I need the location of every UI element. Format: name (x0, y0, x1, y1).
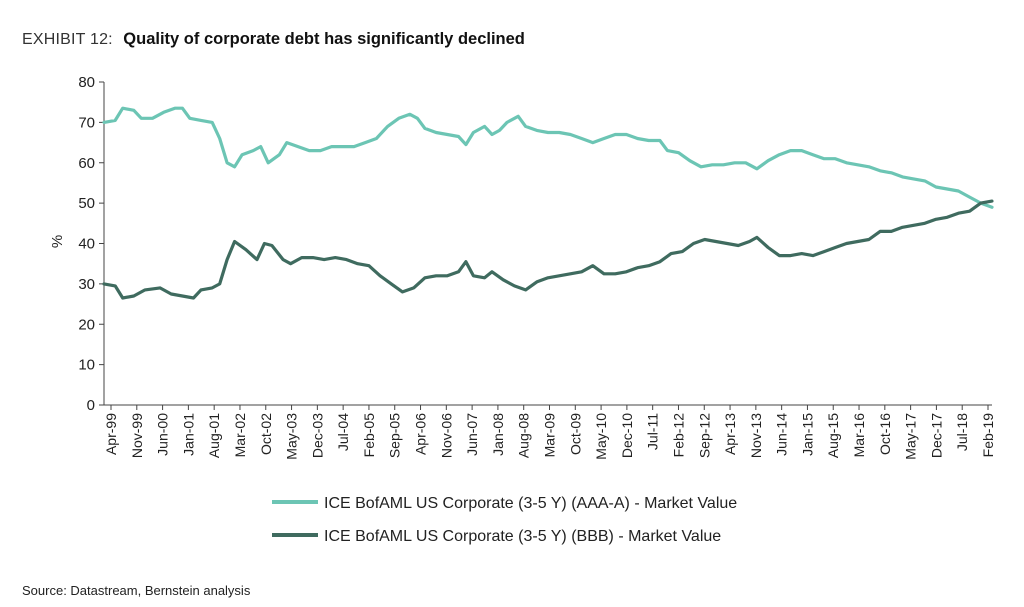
x-tick-label: Mar-02 (232, 413, 248, 458)
x-axis-ticks: Apr-99 Nov-99 Jun-00 Jan-01 Aug-01 Mar-02 Oct-… (103, 405, 996, 460)
series-layer (102, 106, 994, 300)
x-tick-label: Oct-16 (877, 413, 893, 455)
series-line-1 (102, 106, 994, 209)
x-tick-label: Jun-00 (155, 413, 171, 456)
legend-label-2: ICE BofAML US Corporate (3-5 Y) (BBB) - … (324, 528, 721, 545)
y-tick-label: 60 (78, 155, 95, 172)
y-tick-label: 0 (87, 397, 95, 414)
x-tick-label: Sep-05 (387, 413, 403, 458)
x-tick-label: Jan-01 (180, 413, 196, 456)
x-tick-label: Nov-13 (748, 413, 764, 458)
x-tick-label: Jul-04 (335, 413, 351, 451)
x-tick-label: Sep-12 (696, 413, 712, 458)
x-tick-label: Oct-02 (258, 413, 274, 455)
y-tick-label: 80 (78, 74, 95, 91)
x-tick-label: Apr-99 (103, 413, 119, 455)
legend-label-1: ICE BofAML US Corporate (3-5 Y) (AAA-A) … (324, 495, 737, 512)
x-tick-label: Nov-06 (438, 413, 454, 458)
x-tick-label: Jul-11 (645, 413, 661, 450)
y-axis-ticks: 0 10 20 30 40 50 60 70 80 (78, 74, 104, 414)
x-tick-label: Dec-17 (928, 413, 944, 458)
x-tick-label: Feb-12 (670, 413, 686, 458)
x-tick-label: Mar-09 (542, 413, 558, 458)
x-tick-label: May-17 (903, 413, 919, 460)
exhibit-label: EXHIBIT 12: (22, 31, 113, 48)
x-tick-label: Dec-10 (619, 413, 635, 458)
x-tick-label: May-03 (284, 413, 300, 460)
y-tick-label: 50 (78, 195, 95, 212)
exhibit-heading: EXHIBIT 12: Quality of corporate debt ha… (22, 30, 525, 49)
x-tick-label: Feb-19 (980, 413, 996, 458)
x-tick-label: Jul-18 (954, 413, 970, 451)
chart-title: Quality of corporate debt has significan… (123, 30, 525, 48)
x-tick-label: Aug-15 (825, 413, 841, 458)
x-tick-label: Nov-99 (129, 413, 145, 458)
source-note: Source: Datastream, Bernstein analysis (22, 583, 251, 598)
y-tick-label: 10 (78, 357, 95, 374)
x-tick-label: Jun-14 (774, 413, 790, 456)
x-tick-label: Aug-01 (206, 413, 222, 458)
x-tick-label: Oct-09 (567, 413, 583, 455)
x-tick-label: May-10 (593, 413, 609, 460)
series-line-2 (102, 199, 994, 300)
x-tick-label: Jan-08 (490, 413, 506, 456)
y-tick-label: 20 (78, 316, 95, 333)
x-tick-label: Aug-08 (516, 413, 532, 458)
x-tick-label: Jan-15 (799, 413, 815, 456)
y-tick-label: 30 (78, 276, 95, 293)
x-tick-label: Jun-07 (464, 413, 480, 456)
x-tick-label: Apr-13 (722, 413, 738, 455)
y-axis-label: % (49, 235, 66, 248)
y-tick-label: 70 (78, 114, 95, 131)
x-tick-label: Apr-06 (413, 413, 429, 455)
x-tick-label: Mar-16 (851, 413, 867, 458)
x-tick-label: Feb-05 (361, 413, 377, 458)
y-tick-label: 40 (78, 236, 95, 253)
x-tick-label: Dec-03 (309, 413, 325, 458)
chart-legend: ICE BofAML US Corporate (3-5 Y) (AAA-A) … (272, 495, 737, 545)
